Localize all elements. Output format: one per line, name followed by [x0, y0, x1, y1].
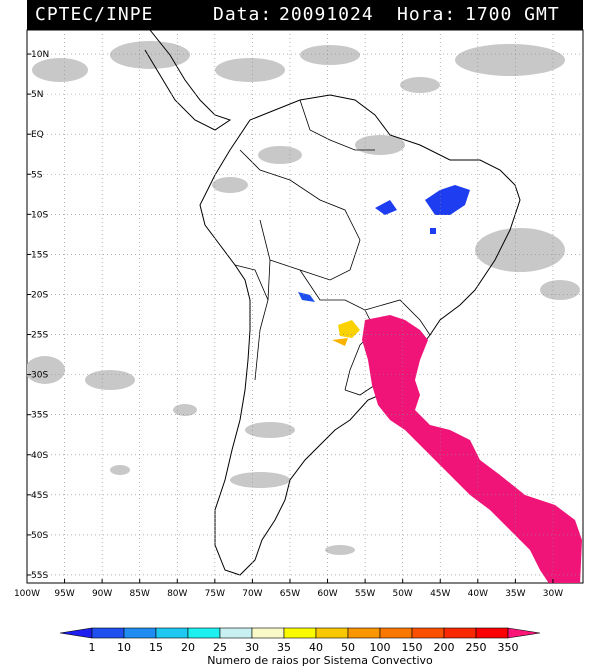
- lat-label: 40S: [31, 451, 48, 461]
- lon-label: 70W: [242, 589, 262, 599]
- lon-label: 85W: [130, 589, 150, 599]
- lat-label: 10S: [31, 210, 48, 220]
- colorbar-value: 20: [181, 641, 195, 654]
- lat-label: EQ: [31, 130, 44, 140]
- lon-label: 35W: [505, 589, 525, 599]
- cloud-cover: [27, 41, 580, 555]
- colorbar-segment: [219, 627, 253, 639]
- lat-label: 55S: [31, 571, 48, 581]
- lon-label: 45W: [430, 589, 450, 599]
- colorbar-segment: [379, 627, 413, 639]
- colorbar-value: 15: [149, 641, 163, 654]
- colorbar-value: 25: [213, 641, 227, 654]
- longitude-labels: 100W 95W 90W 85W 80W 75W 70W 65W 60W 55W 50W 45W 40W…: [14, 579, 563, 599]
- hour-label: Hora:: [397, 4, 457, 25]
- south-america-coastline: [199, 94, 521, 576]
- lightning-blue: [298, 185, 470, 302]
- lat-label: 30S: [31, 371, 48, 381]
- colorbar-value: 50: [341, 641, 355, 654]
- lon-label: 40W: [468, 589, 488, 599]
- lon-label: 95W: [54, 589, 74, 599]
- colorbar-value: 35: [277, 641, 291, 654]
- lon-label: 60W: [317, 589, 337, 599]
- lon-label: 100W: [14, 589, 40, 599]
- colorbar-segment: [187, 627, 221, 639]
- colorbar-value: 250: [466, 641, 487, 654]
- lon-label: 55W: [355, 589, 375, 599]
- lat-label: 20S: [31, 290, 48, 300]
- colorbar-value: 350: [498, 641, 519, 654]
- header-bar: CPTEC/INPE Data: 20091024 Hora: 1700 GMT: [27, 0, 583, 30]
- hour-value: 1700 GMT: [465, 4, 560, 25]
- date-value: 20091024: [279, 4, 374, 25]
- lon-label: 30W: [543, 589, 563, 599]
- colorbar: [59, 627, 541, 639]
- colorbar-segment: [443, 627, 477, 639]
- colorbar-caption: Numero de raios por Sistema Convectivo: [207, 654, 433, 667]
- colorbar-value: 200: [434, 641, 455, 654]
- colorbar-value: 30: [245, 641, 259, 654]
- lon-label: 50W: [392, 589, 412, 599]
- lat-label: 50S: [31, 531, 48, 541]
- graticule: [27, 30, 583, 583]
- colorbar-value: 10: [117, 641, 131, 654]
- lon-label: 80W: [167, 589, 187, 599]
- latitude-labels: 10N 5N EQ 5S 10S 15S 20S 25S 30S 35S 40S 45S 50S 55S: [27, 50, 49, 581]
- colorbar-segment: [59, 627, 93, 639]
- colorbar-labels: 1 10 15 20 25 30 35 40 50 100 150 200 250 350: [89, 641, 519, 654]
- colorbar-segment: [475, 627, 509, 639]
- colorbar-value: 100: [370, 641, 391, 654]
- lat-label: 35S: [31, 411, 48, 421]
- colorbar-value: 40: [309, 641, 323, 654]
- colorbar-segment: [251, 627, 285, 639]
- lightning-magenta: [362, 315, 582, 583]
- colorbar-segment: [155, 627, 189, 639]
- lon-label: 65W: [280, 589, 300, 599]
- date-label: Data:: [213, 4, 273, 25]
- colorbar-value: 1: [89, 641, 96, 654]
- lat-label: 15S: [31, 250, 48, 260]
- lightning-yellow: [332, 320, 360, 346]
- lat-label: 10N: [31, 50, 49, 60]
- central-america-coastline: [144, 30, 232, 131]
- country-borders: [234, 99, 431, 396]
- lon-label: 75W: [205, 589, 225, 599]
- lat-label: 45S: [31, 491, 48, 501]
- colorbar-value: 150: [402, 641, 423, 654]
- lat-label: 5S: [31, 170, 43, 180]
- source-label: CPTEC/INPE: [35, 4, 154, 25]
- colorbar-segment: [315, 627, 349, 639]
- colorbar-segment: [507, 627, 541, 639]
- colorbar-segment: [283, 627, 317, 639]
- colorbar-segment: [91, 627, 125, 639]
- colorbar-segment: [347, 627, 381, 639]
- colorbar-segment: [123, 627, 157, 639]
- lat-label: 5N: [31, 90, 43, 100]
- lon-label: 90W: [92, 589, 112, 599]
- colorbar-segment: [411, 627, 445, 639]
- lat-label: 25S: [31, 331, 48, 341]
